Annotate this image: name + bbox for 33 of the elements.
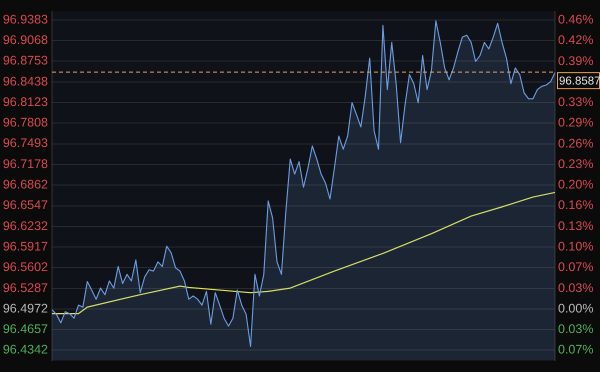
y-tick-label: 96.6232 bbox=[2, 218, 48, 233]
y2-tick-label: 0.20% bbox=[558, 178, 594, 192]
y-tick-label: 96.7808 bbox=[2, 116, 48, 130]
y2-tick-label: 0.03% bbox=[558, 280, 594, 295]
y2-tick-label: 0.29% bbox=[558, 116, 594, 130]
y-tick-label: 96.6862 bbox=[2, 178, 48, 192]
y-tick-label: 96.5287 bbox=[2, 280, 48, 295]
y2-tick-label: 0.46% bbox=[558, 12, 594, 26]
y-tick-label: 96.4342 bbox=[2, 342, 48, 357]
y2-tick-label: 0.42% bbox=[558, 33, 594, 48]
y2-tick-label: 0.03% bbox=[558, 322, 594, 336]
y-tick-label: 96.5602 bbox=[2, 260, 48, 274]
y2-tick-label: 0.10% bbox=[558, 239, 594, 254]
y-tick-label: 96.8753 bbox=[2, 54, 48, 68]
y2-tick-label: 0.16% bbox=[558, 198, 594, 212]
y-tick-label: 96.8438 bbox=[2, 74, 48, 88]
y2-tick-label: 0.07% bbox=[558, 342, 594, 357]
y-tick-label: 96.5917 bbox=[2, 239, 48, 254]
y-tick-label: 96.9068 bbox=[2, 33, 48, 48]
y2-tick-label: 0.13% bbox=[558, 218, 594, 233]
y-tick-label: 96.9383 bbox=[2, 12, 48, 26]
y2-tick-label: 0.39% bbox=[558, 54, 594, 68]
y2-tick-label: 0.07% bbox=[558, 260, 594, 274]
y2-tick-label: 0.23% bbox=[558, 156, 594, 171]
y2-tick-label: 0.00% bbox=[558, 301, 594, 316]
y-tick-label: 96.4972 bbox=[2, 301, 48, 316]
y-tick-label: 96.8123 bbox=[2, 94, 48, 109]
y-tick-label: 96.7493 bbox=[2, 136, 48, 150]
y2-tick-label: 0.33% bbox=[558, 95, 594, 110]
y-tick-label: 96.7178 bbox=[2, 156, 48, 171]
y-tick-label: 96.4657 bbox=[2, 322, 48, 336]
y-tick-label: 96.6547 bbox=[2, 198, 48, 212]
y2-tick-label: 0.26% bbox=[558, 136, 594, 150]
